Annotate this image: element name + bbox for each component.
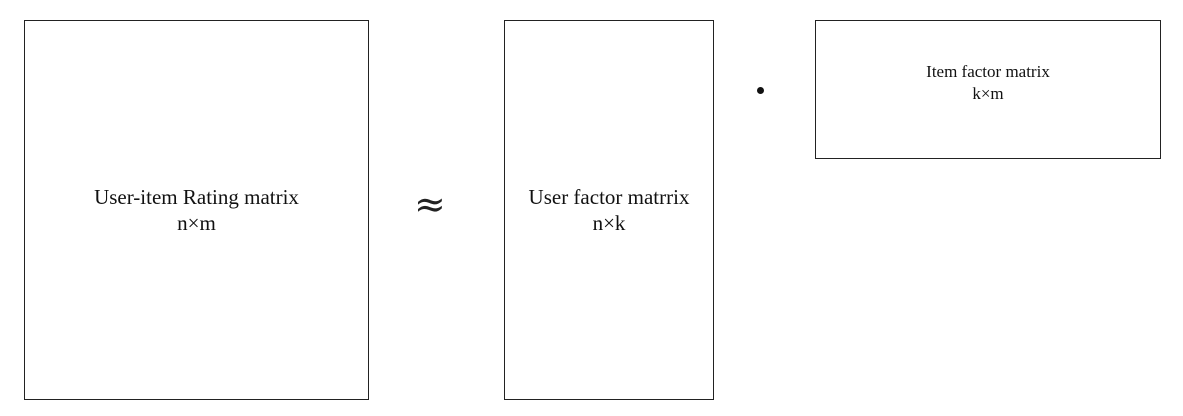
item-factor-matrix-title: Item factor matrix bbox=[926, 62, 1050, 81]
rating-matrix-title: User-item Rating matrix bbox=[94, 185, 299, 209]
item-factor-matrix-box: Item factor matrix k×m bbox=[815, 20, 1161, 159]
approximately-equal-symbol: ≈ bbox=[414, 182, 446, 226]
user-factor-matrix-dimensions: n×k bbox=[592, 211, 626, 235]
user-item-rating-matrix-box: User-item Rating matrix n×m bbox=[24, 20, 369, 400]
user-factor-matrix-box: User factor matrrix n×k bbox=[504, 20, 714, 400]
item-factor-matrix-dimensions: k×m bbox=[972, 84, 1004, 103]
rating-matrix-dimensions: n×m bbox=[177, 211, 216, 235]
user-factor-matrix-title: User factor matrrix bbox=[528, 185, 690, 209]
multiplication-dot-symbol bbox=[757, 87, 764, 94]
